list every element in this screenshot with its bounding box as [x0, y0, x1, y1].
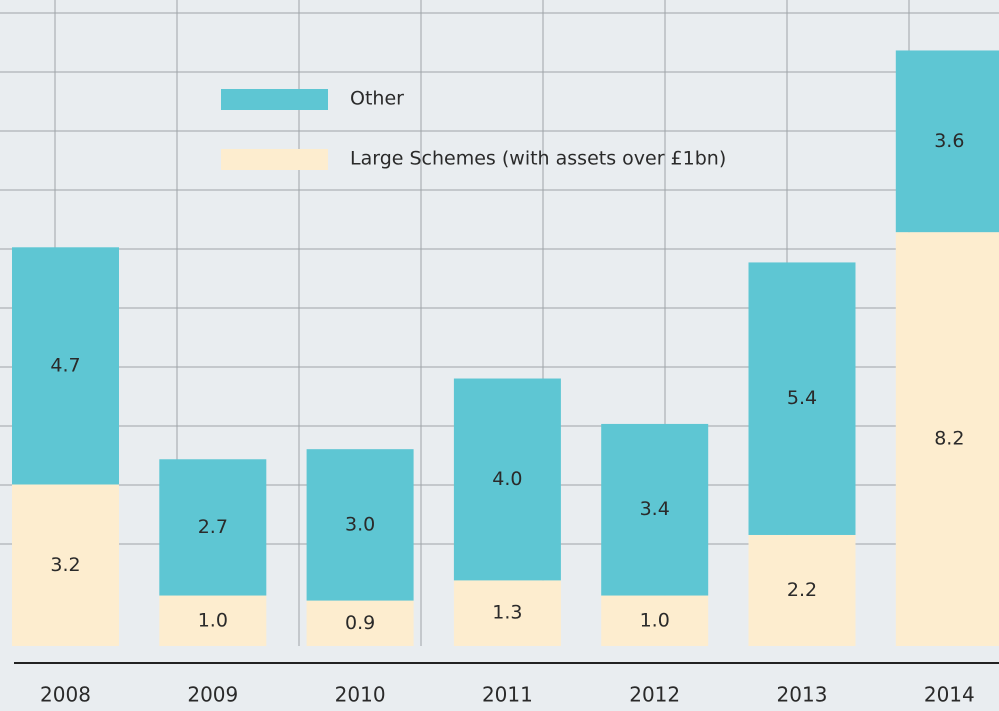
bar-segment: [748, 534, 856, 646]
data-label: 0.9: [345, 612, 375, 634]
data-label: 5.4: [787, 387, 817, 409]
x-tick-label: 2012: [629, 683, 680, 707]
legend-label: Large Schemes (with assets over £1bn): [350, 148, 726, 170]
x-tick-label: 2009: [187, 683, 238, 707]
bar-segment: [159, 459, 267, 596]
legend-swatch: [221, 149, 328, 170]
data-label: 1.3: [492, 602, 522, 624]
data-label: 1.0: [640, 609, 670, 631]
bar-segment: [12, 247, 119, 485]
bar-segment: [12, 484, 119, 646]
x-tick-label: 2013: [777, 683, 828, 707]
x-tick-label: 2011: [482, 683, 533, 707]
data-label: 2.7: [198, 516, 228, 538]
data-label: 1.0: [198, 609, 228, 631]
bar-segment: [895, 50, 999, 233]
bar-segment: [601, 595, 709, 646]
data-label: 3.4: [640, 498, 670, 520]
data-label: 4.0: [492, 468, 522, 490]
bar-segment: [601, 423, 709, 596]
data-label: 3.6: [934, 130, 964, 152]
data-label: 2.2: [787, 579, 817, 601]
x-tick-label: 2014: [924, 683, 975, 707]
legend-label: Other: [350, 88, 404, 110]
data-label: 4.7: [50, 354, 80, 376]
bar-segment: [306, 600, 414, 646]
data-label: 3.2: [50, 554, 80, 576]
bar-segment: [453, 378, 561, 581]
data-label: 8.2: [934, 428, 964, 450]
legend-swatch: [221, 89, 328, 110]
bar-segment: [306, 449, 414, 601]
bar-segment: [453, 580, 561, 646]
x-tick-label: 2008: [40, 683, 91, 707]
bar-segment: [748, 262, 856, 535]
bar-segment: [895, 232, 999, 646]
bar-segment: [159, 595, 267, 646]
x-tick-label: 2010: [335, 683, 386, 707]
data-label: 3.0: [345, 513, 375, 535]
